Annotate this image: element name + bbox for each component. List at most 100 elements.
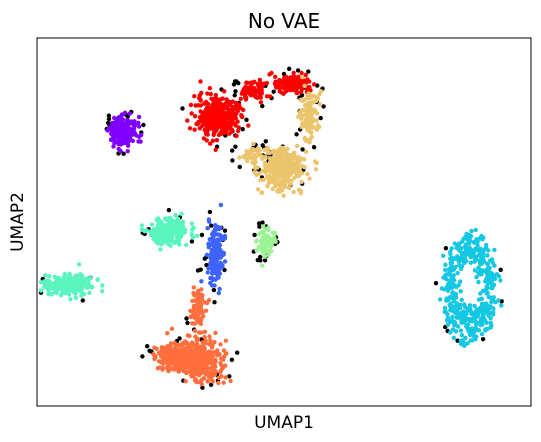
data-point: [463, 335, 468, 341]
data-point: [181, 356, 186, 362]
data-point: [261, 177, 266, 182]
data-point: [220, 120, 226, 125]
data-point: [210, 138, 216, 143]
data-point: [203, 117, 209, 122]
data-point: [459, 297, 464, 303]
data-point: [267, 94, 273, 99]
data-point: [182, 227, 188, 232]
data-point: [118, 127, 123, 132]
data-point: [217, 267, 222, 272]
unassigned-point: [230, 148, 235, 153]
data-point: [273, 79, 278, 84]
data-point: [272, 235, 277, 241]
data-point: [203, 300, 208, 305]
data-point: [453, 292, 459, 297]
unassigned-point: [255, 257, 260, 263]
data-point: [207, 126, 212, 131]
data-point: [439, 286, 444, 291]
data-point: [484, 291, 489, 296]
data-point: [38, 280, 44, 285]
unassigned-point: [189, 239, 195, 244]
unassigned-point: [263, 139, 268, 144]
data-point: [264, 167, 269, 173]
unassigned-point: [200, 385, 205, 390]
data-point: [168, 357, 173, 362]
data-point: [217, 106, 222, 111]
data-point: [291, 168, 296, 173]
data-point: [203, 308, 209, 313]
data-point: [270, 186, 275, 192]
data-point: [299, 124, 304, 130]
data-point: [301, 157, 307, 162]
data-point: [189, 374, 194, 379]
unassigned-point: [295, 68, 301, 73]
data-point: [218, 360, 223, 366]
data-point: [188, 308, 193, 313]
data-point: [44, 285, 49, 290]
data-point: [230, 99, 235, 104]
data-point: [448, 251, 453, 257]
unassigned-point: [199, 232, 205, 238]
data-point: [246, 123, 251, 128]
data-point: [457, 263, 462, 268]
data-point: [51, 284, 57, 289]
unassigned-point: [209, 223, 214, 228]
data-point: [191, 285, 196, 290]
data-point: [282, 184, 288, 189]
data-point: [63, 279, 68, 284]
data-point: [63, 290, 68, 296]
data-point: [455, 254, 460, 259]
data-point: [199, 279, 204, 284]
data-point: [488, 325, 493, 330]
data-point: [451, 256, 456, 262]
data-point: [458, 338, 463, 344]
data-point: [266, 252, 271, 258]
data-point: [161, 357, 167, 362]
data-point: [308, 106, 313, 112]
unassigned-point: [227, 374, 232, 379]
data-point: [259, 243, 265, 248]
unassigned-point: [106, 113, 112, 118]
unassigned-point: [306, 69, 311, 74]
data-point: [269, 70, 274, 76]
data-point: [244, 80, 249, 85]
data-point: [293, 77, 298, 82]
data-point: [210, 239, 215, 245]
data-point: [479, 331, 485, 337]
data-point: [458, 289, 463, 294]
data-point: [215, 353, 220, 358]
data-point: [467, 241, 472, 246]
data-point: [200, 293, 205, 298]
data-point: [198, 316, 203, 322]
data-point: [215, 275, 221, 280]
data-point: [234, 107, 239, 112]
data-point: [192, 127, 197, 132]
unassigned-point: [80, 298, 86, 303]
data-point: [261, 230, 266, 235]
data-point: [441, 253, 446, 258]
data-point: [474, 238, 480, 243]
data-point: [195, 369, 200, 374]
data-point: [474, 307, 479, 312]
data-point: [456, 282, 461, 288]
data-point: [163, 346, 168, 351]
data-point: [264, 80, 269, 86]
data-point: [215, 251, 220, 257]
data-point: [448, 272, 453, 278]
data-point: [242, 155, 247, 160]
data-point: [305, 86, 310, 92]
data-point: [223, 375, 228, 380]
data-point: [465, 341, 470, 346]
data-point: [62, 273, 67, 279]
data-point: [176, 237, 181, 242]
data-point: [471, 333, 476, 339]
unassigned-point: [318, 115, 323, 121]
unassigned-point: [260, 103, 265, 109]
data-point: [269, 248, 274, 254]
unassigned-point: [294, 132, 299, 137]
data-point: [476, 279, 481, 285]
data-point: [448, 330, 453, 335]
data-point: [303, 123, 308, 129]
data-point: [73, 274, 78, 279]
data-point: [263, 245, 268, 251]
